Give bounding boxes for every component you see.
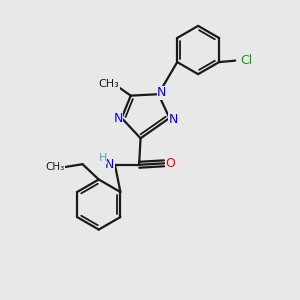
Text: H: H <box>98 153 107 163</box>
Text: CH₃: CH₃ <box>99 79 120 89</box>
Text: N: N <box>113 112 123 124</box>
Text: N: N <box>157 86 167 99</box>
Text: Cl: Cl <box>240 53 252 67</box>
Text: CH₃: CH₃ <box>45 162 64 172</box>
Text: N: N <box>105 158 114 171</box>
Text: O: O <box>166 157 176 170</box>
Text: N: N <box>168 113 178 126</box>
